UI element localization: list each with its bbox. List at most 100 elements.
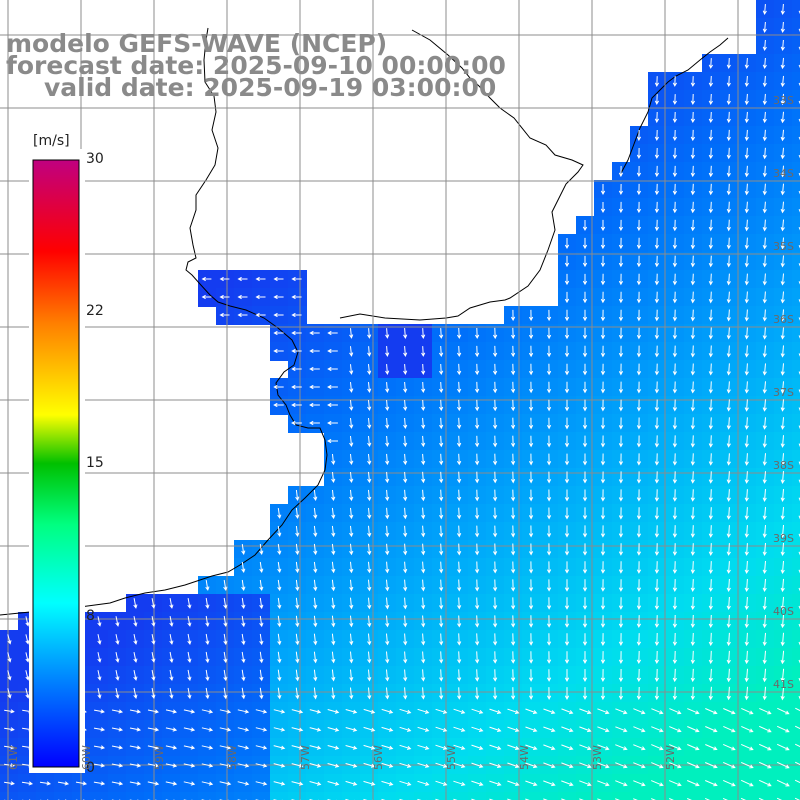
wind-speed-cell [792,666,800,685]
wind-arrow [776,725,790,733]
wind-speed-cell [648,504,667,523]
wind-speed-cell [684,648,703,667]
wind-arrow [457,651,462,664]
wind-speed-cell [792,216,800,235]
wind-arrow [744,291,749,304]
wind-arrow [582,651,588,664]
wind-arrow [708,183,714,196]
wind-arrow [672,668,678,683]
wind-speed-cell [720,576,739,595]
wind-speed-cell [720,126,739,145]
wind-arrow [600,435,606,448]
wind-arrow [726,291,731,304]
wind-arrow [147,745,160,750]
wind-speed-cell [792,648,800,667]
wind-arrow [291,420,302,426]
wind-arrow [133,670,138,681]
wind-arrow [744,668,749,683]
wind-arrow [435,780,448,786]
wind-arrow [579,744,592,751]
wind-arrow [259,669,264,682]
wind-arrow [309,384,320,390]
wind-arrow [349,597,354,610]
wind-arrow [564,615,570,628]
wind-arrow [708,255,713,268]
wind-arrow [291,384,302,390]
wind-arrow [672,471,678,484]
wind-arrow [474,471,480,484]
wind-arrow [546,543,552,556]
wind-arrow [237,763,250,768]
coastline [0,27,729,616]
wind-arrow [421,417,426,430]
wind-speed-cell [684,108,703,127]
wind-arrow [744,507,749,520]
wind-speed-cell [756,666,775,685]
wind-arrow [255,745,268,750]
wind-arrow [636,291,642,304]
wind-speed-cell [666,108,685,127]
wind-speed-cell [594,630,613,649]
wind-arrow [474,651,480,664]
wind-arrow [4,709,15,714]
wind-arrow [690,417,696,430]
wind-speed-cell [648,126,667,145]
wind-arrow [327,727,340,732]
wind-speed-cell [756,792,775,800]
wind-speed-cell [774,306,793,325]
wind-arrow [564,291,570,304]
wind-arrow [672,650,678,665]
wind-arrow [705,708,718,715]
wind-arrow [367,543,372,556]
colorbar [32,159,80,768]
wind-speed-cell [648,540,667,559]
wind-speed-cell [792,162,800,181]
wind-arrow [780,650,785,665]
wind-arrow [633,762,646,769]
wind-speed-cell [414,792,433,800]
longitude-label: 57W [299,745,312,770]
wind-arrow [528,309,534,322]
wind-arrow [690,399,696,412]
wind-arrow [510,669,516,682]
wind-speed-cell [216,792,235,800]
wind-arrow [97,652,102,663]
wind-speed-cell [594,288,613,307]
wind-arrow [654,561,660,574]
wind-arrow [618,597,624,610]
wind-arrow [708,58,714,69]
wind-speed-cell [612,180,631,199]
wind-arrow [474,489,480,502]
wind-arrow [762,111,767,124]
wind-arrow [708,507,713,520]
wind-arrow [762,668,767,683]
wind-speed-cell [738,324,757,343]
wind-speed-cell [756,486,775,505]
wind-arrow [669,762,682,769]
wind-arrow [385,382,390,393]
wind-speed-cell [648,324,667,343]
wind-arrow [525,780,538,787]
wind-arrow [762,650,767,665]
wind-arrow [600,543,606,556]
wind-speed-cell [738,432,757,451]
wind-arrow [510,561,516,574]
latitude-label: 37S [773,386,794,399]
wind-arrow [582,597,588,610]
wind-speed-cell [594,234,613,253]
wind-speed-cell [198,792,217,800]
wind-arrow [201,709,214,714]
wind-arrow [654,183,660,196]
wind-speed-cell [738,270,757,289]
wind-speed-cell [720,432,739,451]
wind-speed-cell [666,630,685,649]
wind-arrow [183,727,196,732]
wind-speed-cell [774,558,793,577]
wind-speed-cell [630,540,649,559]
wind-speed-cell [684,324,703,343]
wind-speed-cell [774,270,793,289]
wind-arrow [795,707,800,712]
wind-arrow [669,798,674,800]
wind-arrow [474,417,480,430]
wind-arrow [776,743,790,751]
